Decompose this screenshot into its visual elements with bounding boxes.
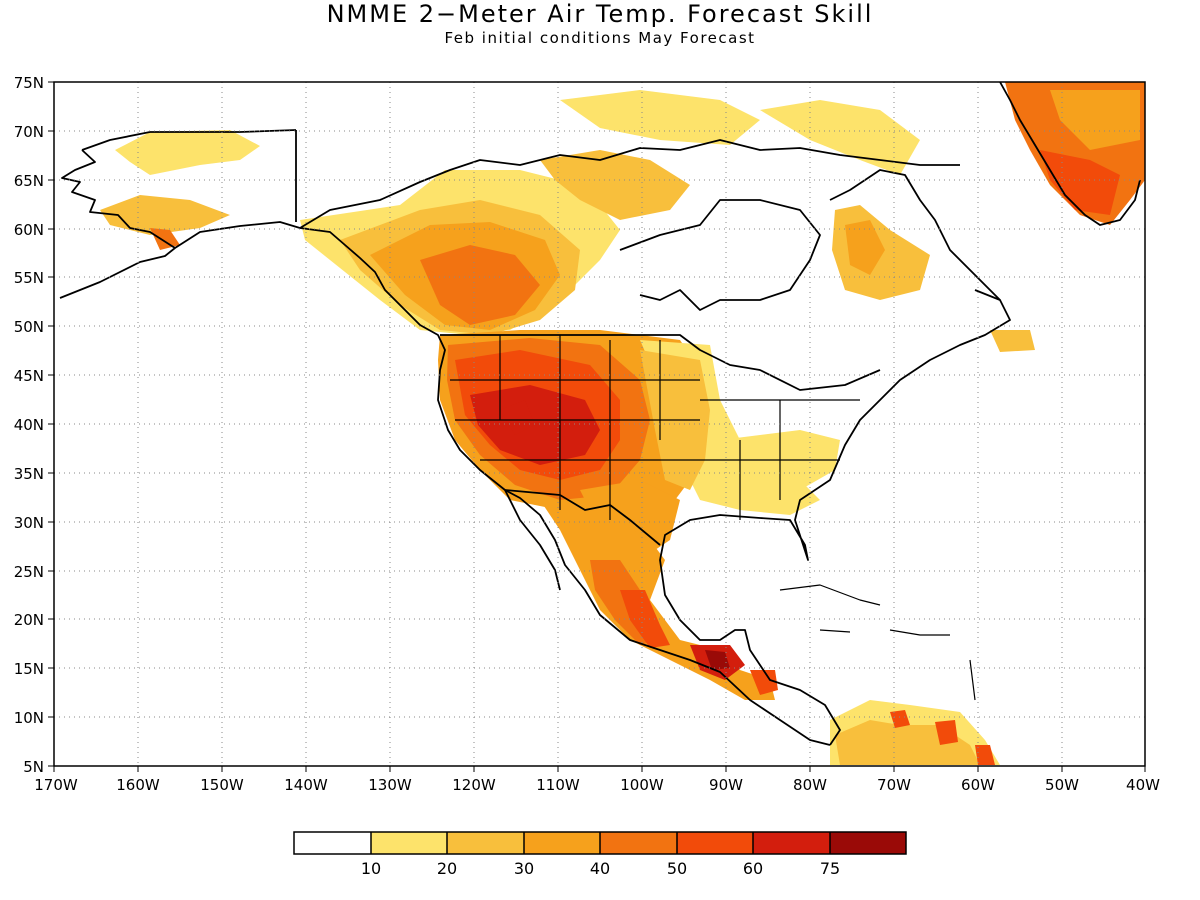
skill-alaska [115, 130, 260, 175]
border-us-mexico [504, 489, 661, 546]
skill-greenland-core [1040, 150, 1120, 215]
map-subtitle: Feb initial conditions May Forecast [444, 29, 756, 47]
lon-label: 110W [536, 776, 580, 794]
colorbar-label: 40 [590, 859, 610, 878]
map-title: NMME 2−Meter Air Temp. Forecast Skill [326, 0, 874, 28]
lat-label: 65N [14, 172, 44, 190]
lat-label: 75N [14, 74, 44, 92]
lon-label: 140W [284, 776, 328, 794]
lat-label: 25N [14, 563, 44, 581]
colorbar-swatch [753, 832, 830, 854]
colorbar-swatch [677, 832, 753, 854]
colorbar: 10 20 30 40 50 60 75 [293, 831, 907, 878]
lat-label: 10N [14, 709, 44, 727]
skill-quebec-core [845, 220, 885, 275]
skill-arctic-islands [540, 150, 690, 220]
lon-label: 120W [452, 776, 496, 794]
skill-samerica-core1 [890, 710, 910, 728]
coast-greenland [999, 82, 1141, 226]
lat-label: 35N [14, 465, 44, 483]
colorbar-label: 20 [437, 859, 457, 878]
skill-guatemala-core [705, 650, 730, 670]
lon-label: 130W [368, 776, 412, 794]
lon-label: 80W [793, 776, 827, 794]
colorbar-swatch [830, 832, 906, 854]
skill-samerica-core2 [935, 720, 958, 745]
colorbar-swatch [294, 832, 371, 854]
skill-samerica-core3 [975, 745, 995, 765]
colorbar-swatch [524, 832, 600, 854]
graticule [54, 82, 1145, 766]
coast-alaska [59, 129, 301, 299]
skill-baffin [760, 100, 920, 175]
lat-labels: 75N 70N 65N 60N 55N 50N 45N 40N 35N 30N … [14, 74, 44, 776]
colorbar-swatch [600, 832, 677, 854]
lon-label: 40W [1126, 776, 1160, 794]
lat-label: 20N [14, 611, 44, 629]
lat-label: 40N [14, 416, 44, 434]
skill-wcanada-core [420, 245, 540, 325]
coast-caribbean [779, 584, 976, 701]
skill-arctic-north [560, 90, 760, 145]
colorbar-label: 60 [743, 859, 763, 878]
coast-baja [504, 489, 561, 591]
lon-label: 100W [620, 776, 664, 794]
border-us-canada [440, 334, 881, 391]
colorbar-label: 75 [820, 859, 840, 878]
lat-label: 5N [23, 758, 44, 776]
lat-axis [48, 81, 54, 767]
lon-label: 160W [116, 776, 160, 794]
lon-label: 170W [34, 776, 78, 794]
border-states [450, 335, 860, 520]
coastlines [59, 82, 1141, 746]
colorbar-label: 10 [361, 859, 381, 878]
lat-label: 15N [14, 660, 44, 678]
lon-label: 50W [1045, 776, 1079, 794]
coast-pacific-nw [299, 227, 831, 746]
skill-alaska-core [150, 228, 180, 250]
lon-label: 60W [961, 776, 995, 794]
lon-label: 150W [200, 776, 244, 794]
skill-greenland-yellow [1050, 90, 1140, 150]
coast-gulf [659, 289, 1011, 746]
lat-label: 30N [14, 514, 44, 532]
skill-alaska-south [100, 195, 230, 235]
coast-arctic [299, 139, 960, 229]
lat-label: 50N [14, 318, 44, 336]
colorbar-label: 50 [667, 859, 687, 878]
lat-label: 45N [14, 367, 44, 385]
colorbar-label: 30 [514, 859, 534, 878]
coast-hudson [619, 199, 821, 311]
lat-label: 55N [14, 269, 44, 287]
lon-axis [53, 766, 1146, 772]
skill-field [100, 82, 1145, 765]
colorbar-swatch [447, 832, 524, 854]
lon-label: 70W [877, 776, 911, 794]
skill-honduras [750, 670, 778, 695]
lat-label: 70N [14, 123, 44, 141]
lon-labels: 170W 160W 150W 140W 130W 120W 110W 100W … [34, 776, 1160, 794]
skill-four-corners [500, 400, 535, 435]
lon-label: 90W [709, 776, 743, 794]
skill-maritimes [990, 330, 1035, 352]
colorbar-swatch [371, 832, 447, 854]
lat-label: 60N [14, 221, 44, 239]
